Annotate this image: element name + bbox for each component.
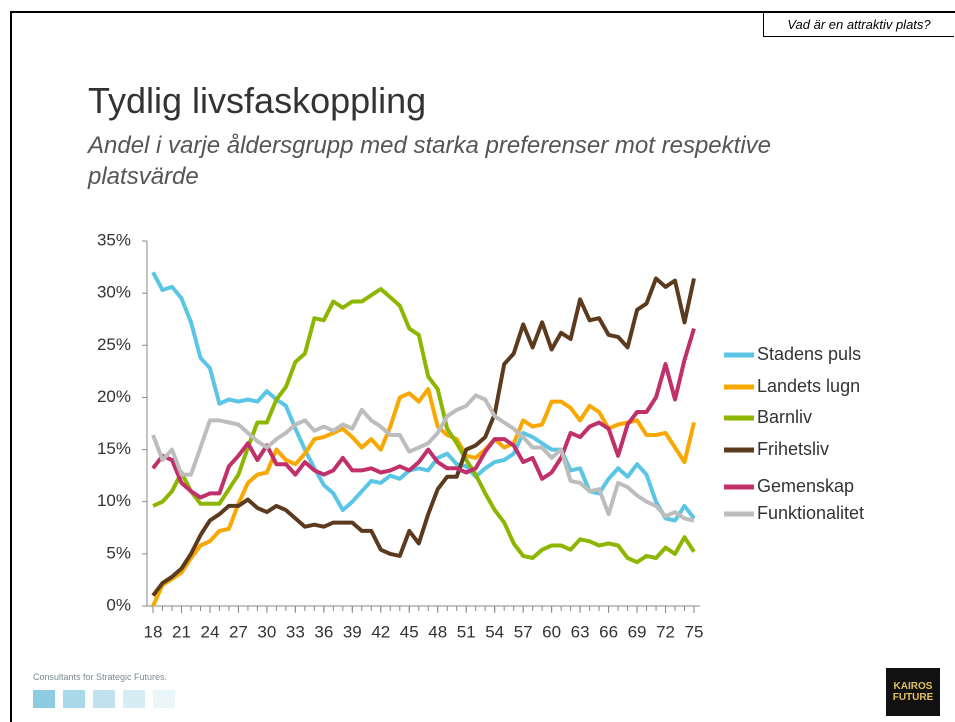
x-tick-label: 21 xyxy=(172,622,191,641)
x-tick-label: 75 xyxy=(685,622,704,641)
y-tick-label: 0% xyxy=(106,595,131,614)
y-tick-label: 35% xyxy=(97,230,131,249)
x-tick-label: 33 xyxy=(286,622,305,641)
x-tick-label: 60 xyxy=(542,622,561,641)
x-tick-label: 36 xyxy=(314,622,333,641)
logo-text: FUTURE xyxy=(892,692,934,703)
x-tick-label: 54 xyxy=(485,622,504,641)
y-tick-label: 25% xyxy=(97,335,131,354)
y-tick-label: 30% xyxy=(97,283,131,302)
logo: KAIROS FUTURE xyxy=(886,668,940,716)
y-tick-label: 20% xyxy=(97,387,131,406)
legend-label: Gemenskap xyxy=(757,476,854,496)
y-tick-label: 15% xyxy=(97,439,131,458)
x-tick-label: 63 xyxy=(571,622,590,641)
series-line xyxy=(151,387,696,607)
legend-label: Landets lugn xyxy=(757,376,860,396)
frame xyxy=(10,11,955,13)
x-tick-label: 66 xyxy=(599,622,618,641)
legend-label: Frihetsliv xyxy=(757,439,829,459)
decor-square xyxy=(123,690,145,708)
tagline: Consultants for Strategic Futures. xyxy=(33,672,168,682)
x-tick-label: 18 xyxy=(144,622,163,641)
x-tick-label: 69 xyxy=(628,622,647,641)
y-tick-label: 10% xyxy=(97,491,131,510)
series-line xyxy=(151,328,696,500)
decor-square xyxy=(153,690,175,708)
x-tick-label: 48 xyxy=(428,622,447,641)
section-tag: Vad är en attraktiv plats? xyxy=(763,13,954,37)
series-line xyxy=(152,287,696,565)
x-tick-label: 30 xyxy=(257,622,276,641)
x-tick-label: 72 xyxy=(656,622,675,641)
logo-text: KAIROS xyxy=(893,681,933,692)
x-tick-label: 42 xyxy=(371,622,390,641)
x-tick-label: 27 xyxy=(229,622,248,641)
decor-square xyxy=(33,690,55,708)
x-tick-label: 39 xyxy=(343,622,362,641)
slide-subtitle: Andel i varje åldersgrupp med starka pre… xyxy=(88,132,771,190)
x-tick-label: 57 xyxy=(514,622,533,641)
legend-label: Barnliv xyxy=(757,407,812,427)
legend-label: Funktionalitet xyxy=(757,503,864,523)
x-tick-label: 24 xyxy=(200,622,219,641)
frame xyxy=(10,11,12,722)
series-line xyxy=(151,271,696,523)
x-tick-label: 51 xyxy=(457,622,476,641)
decor-square xyxy=(63,690,85,708)
x-tick-label: 45 xyxy=(400,622,419,641)
slide-title: Tydlig livsfaskoppling xyxy=(88,80,427,121)
decor-square xyxy=(93,690,115,708)
y-tick-label: 5% xyxy=(106,543,131,562)
series-line xyxy=(151,393,695,523)
legend-label: Stadens puls xyxy=(757,344,861,364)
series-line xyxy=(151,276,696,597)
